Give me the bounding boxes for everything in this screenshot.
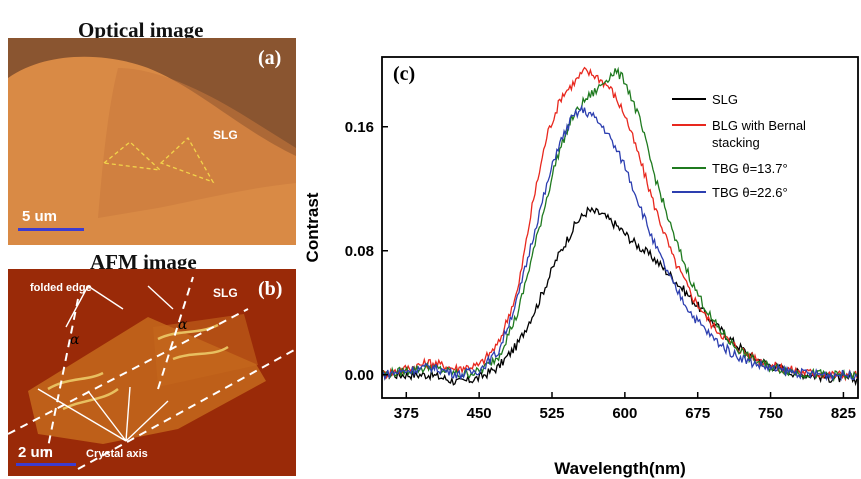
x-axis-label: Wavelength(nm) bbox=[554, 459, 686, 478]
legend-label-1: BLG with Bernal bbox=[712, 118, 806, 133]
afm-scale-bar bbox=[16, 463, 76, 466]
chart-panel-label: (c) bbox=[393, 63, 415, 85]
x-tick-label: 675 bbox=[685, 405, 710, 422]
optical-scale-bar bbox=[18, 228, 84, 231]
x-tick-label: 825 bbox=[831, 405, 856, 422]
slg-triangle-left bbox=[102, 141, 162, 171]
series-line-2 bbox=[381, 66, 858, 383]
y-tick-label: 0.08 bbox=[345, 243, 374, 260]
legend-label-1: stacking bbox=[712, 135, 760, 150]
optical-scale-label: 5 um bbox=[22, 208, 57, 225]
optical-slg-label: SLG bbox=[213, 128, 238, 142]
x-tick-label: 525 bbox=[539, 405, 564, 422]
y-axis-label: Contrast bbox=[303, 192, 322, 262]
x-tick-label: 600 bbox=[612, 405, 637, 422]
folded-edge-arrows bbox=[65, 285, 174, 328]
folded-edge-line-2 bbox=[157, 276, 194, 390]
optical-image: (a) SLG 5 um bbox=[8, 38, 296, 245]
optical-panel-label: (a) bbox=[258, 47, 281, 69]
slg-triangle-right bbox=[159, 136, 215, 184]
series-line-3 bbox=[381, 104, 858, 382]
y-tick-label: 0.16 bbox=[345, 119, 374, 136]
crystal-axis-label: Crystal axis bbox=[86, 448, 148, 460]
angle-alpha-right: α bbox=[178, 317, 188, 333]
series-line-1 bbox=[381, 66, 858, 382]
legend-label-0: SLG bbox=[712, 92, 738, 107]
x-tick-label: 750 bbox=[758, 405, 783, 422]
legend-label-2: TBG θ=13.7° bbox=[712, 161, 788, 176]
crystal-axis-arrows bbox=[37, 386, 169, 442]
y-tick-label: 0.00 bbox=[345, 367, 374, 384]
angle-alpha-left: α bbox=[70, 332, 80, 348]
x-tick-label: 450 bbox=[467, 405, 492, 422]
crystal-axis-line-1 bbox=[8, 308, 249, 435]
series-line-0 bbox=[381, 206, 858, 387]
x-tick-label: 375 bbox=[394, 405, 419, 422]
afm-image-panel: (b) SLG folded edge α α Crystal axis 2 u… bbox=[8, 269, 296, 476]
afm-scale-label: 2 um bbox=[18, 444, 53, 461]
legend-label-3: TBG θ=22.6° bbox=[712, 185, 788, 200]
optical-image-panel: (a) SLG 5 um bbox=[8, 38, 296, 245]
plot-frame bbox=[381, 56, 859, 399]
folded-edge-label: folded edge bbox=[30, 282, 92, 294]
afm-panel-label: (b) bbox=[258, 278, 282, 300]
afm-slg-label: SLG bbox=[213, 286, 238, 300]
afm-image: (b) SLG folded edge α α Crystal axis 2 u… bbox=[8, 269, 296, 476]
